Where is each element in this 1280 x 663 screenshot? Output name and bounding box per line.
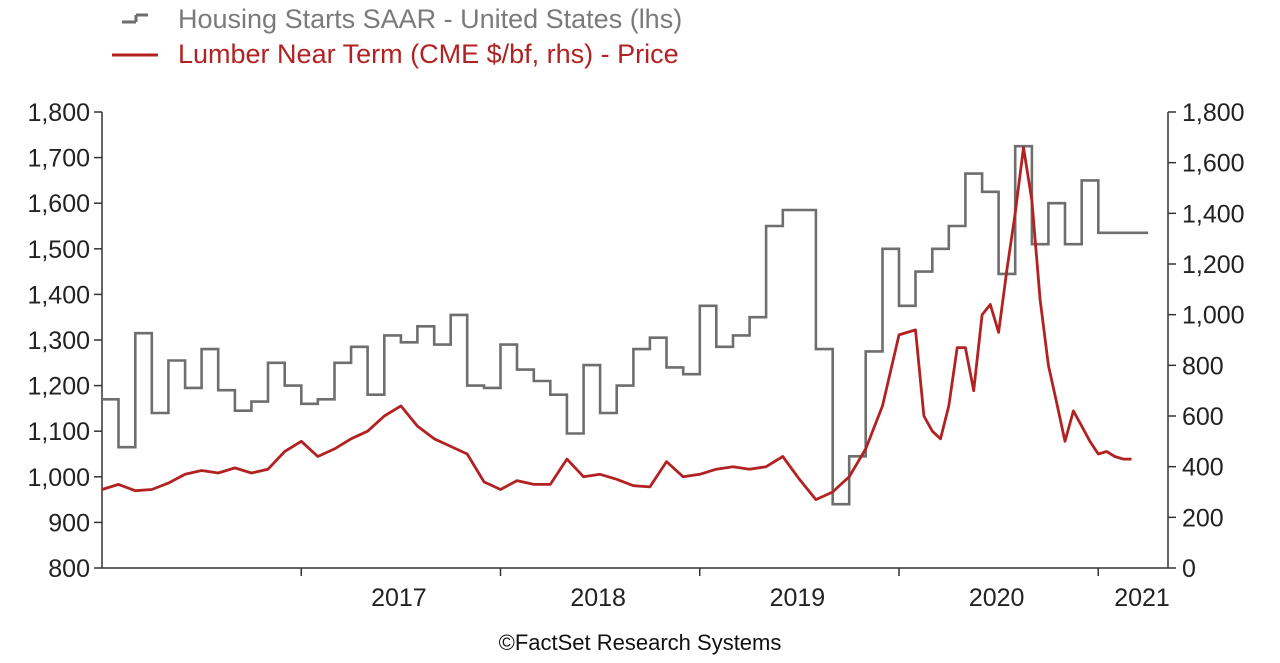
right-y-tick-label: 0: [1182, 555, 1196, 583]
x-tick-label: 2019: [770, 584, 826, 612]
left-y-tick-label: 1,100: [27, 418, 90, 446]
right-y-tick-label: 600: [1182, 403, 1224, 431]
right-y-tick-label: 400: [1182, 454, 1224, 482]
right-y-tick-label: 1,200: [1182, 251, 1245, 279]
left-y-tick-label: 1,500: [27, 236, 90, 264]
right-y-tick-label: 1,000: [1182, 302, 1245, 330]
left-y-tick-label: 900: [48, 509, 90, 537]
left-y-tick-label: 1,200: [27, 373, 90, 401]
legend-label-lumber: Lumber Near Term (CME $/bf, rhs) - Price: [178, 39, 679, 69]
series-line-housing-starts: [102, 144, 1149, 506]
left-y-tick-label: 800: [48, 555, 90, 583]
legend-swatch-housing-starts: [122, 13, 148, 24]
left-y-tick-label: 1,800: [27, 99, 90, 127]
x-tick-label: 2020: [969, 584, 1025, 612]
left-y-tick-label: 1,400: [27, 281, 90, 309]
x-axis-ticks: 2017 2018 2019 2020 2021: [300, 568, 1170, 612]
legend-label-housing-starts: Housing Starts SAAR - United States (lhs…: [178, 4, 682, 34]
left-y-tick-label: 1,000: [27, 464, 90, 492]
right-y-tick-label: 1,600: [1182, 150, 1245, 178]
left-y-tick-label: 1,600: [27, 190, 90, 218]
series-line-lumber: [101, 146, 1132, 501]
legend: Housing Starts SAAR - United States (lhs…: [112, 4, 682, 69]
right-y-tick-label: 1,400: [1182, 200, 1245, 228]
right-y-tick-label: 200: [1182, 504, 1224, 532]
left-y-tick-label: 1,300: [27, 327, 90, 355]
x-tick-label: 2021: [1114, 584, 1170, 612]
right-y-tick-label: 800: [1182, 352, 1224, 380]
right-y-axis-ticks: 0 200 400 600 800 1,000 1,200 1,400 1,600 1,800: [1168, 99, 1245, 583]
source-credit: ©FactSet Research Systems: [499, 630, 782, 655]
left-y-tick-label: 1,700: [27, 145, 90, 173]
right-y-tick-label: 1,800: [1182, 99, 1245, 127]
x-tick-label: 2017: [371, 584, 427, 612]
x-tick-label: 2018: [570, 584, 626, 612]
left-y-axis-ticks: 800 900 1,000 1,100 1,200 1,300 1,400 1,500 1,60…: [27, 99, 102, 583]
axes: [101, 112, 1169, 569]
